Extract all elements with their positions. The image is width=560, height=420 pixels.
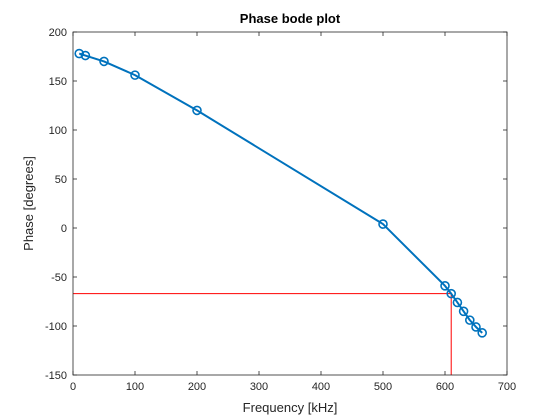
data-point xyxy=(477,328,488,338)
data-point xyxy=(192,105,202,116)
data-point xyxy=(471,322,481,332)
y-tick-label: 50 xyxy=(55,174,67,186)
x-tick-label: 200 xyxy=(188,381,206,393)
data-point xyxy=(99,56,109,67)
chart-title: Phase bode plot xyxy=(240,11,341,26)
x-tick-label: 600 xyxy=(436,381,454,393)
y-tick-label: -100 xyxy=(45,321,67,333)
data-point xyxy=(378,219,388,229)
x-tick-label: 700 xyxy=(498,381,516,393)
data-point xyxy=(74,48,84,59)
x-tick-label: 500 xyxy=(374,381,392,393)
data-point xyxy=(464,315,475,325)
data-point xyxy=(452,297,463,308)
data-point xyxy=(130,70,140,80)
y-tick-label: 150 xyxy=(49,76,67,88)
series-line-0 xyxy=(78,52,483,334)
axes-box xyxy=(72,31,508,376)
y-tick-label: -150 xyxy=(45,370,67,382)
data-point xyxy=(80,50,91,61)
x-tick-label: 0 xyxy=(70,381,76,393)
y-tick-label: -50 xyxy=(51,272,67,284)
plot-area: 0 100 200 300 400 500 600 700 -150 -100 -50 0 50 100 1… xyxy=(45,27,516,393)
y-tick-label: 0 xyxy=(61,223,67,235)
x-tick-label: 400 xyxy=(312,381,330,393)
x-tick-label: 300 xyxy=(250,381,268,393)
x-tick-label: 100 xyxy=(126,381,144,393)
plot-background xyxy=(73,32,507,375)
data-point xyxy=(446,288,457,299)
y-tick-label: 100 xyxy=(49,125,67,137)
data-point xyxy=(440,281,450,291)
y-tick-label: 200 xyxy=(49,27,67,39)
x-axis-label: Frequency [kHz] xyxy=(243,400,338,415)
y-axis-label: Phase [degrees] xyxy=(21,156,36,251)
data-point xyxy=(458,306,469,317)
